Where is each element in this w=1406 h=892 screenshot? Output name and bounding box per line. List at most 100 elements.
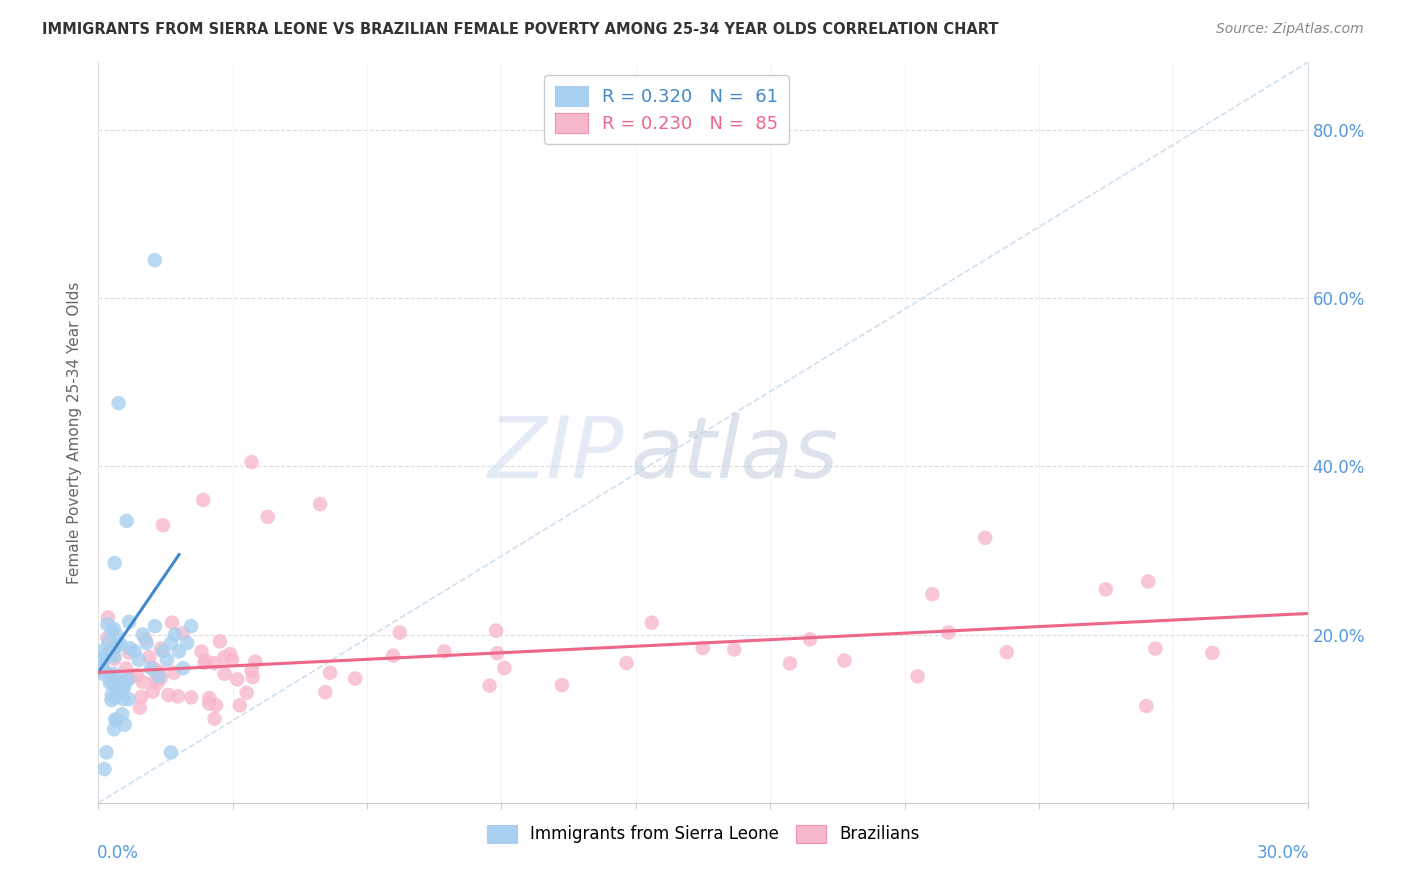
Point — [148, 670, 170, 684]
Point — [193, 656, 215, 670]
Point — [148, 665, 170, 679]
Point — [167, 644, 190, 658]
Point — [98, 647, 121, 661]
Point — [485, 624, 508, 638]
Point — [152, 518, 174, 533]
Text: Source: ZipAtlas.com: Source: ZipAtlas.com — [1216, 22, 1364, 37]
Legend: Immigrants from Sierra Leone, Brazilians: Immigrants from Sierra Leone, Brazilians — [479, 818, 927, 850]
Point — [163, 665, 186, 680]
Point — [723, 642, 745, 657]
Point — [198, 691, 221, 706]
Point — [344, 672, 367, 686]
Point — [117, 692, 139, 706]
Point — [101, 645, 124, 659]
Point — [1135, 699, 1157, 714]
Point — [172, 626, 194, 640]
Point — [214, 666, 236, 681]
Point — [103, 641, 125, 656]
Point — [118, 641, 141, 656]
Point — [163, 627, 186, 641]
Text: atlas: atlas — [630, 413, 838, 496]
Point — [125, 668, 148, 682]
Point — [90, 658, 112, 673]
Point — [118, 615, 141, 629]
Point — [388, 625, 411, 640]
Point — [107, 637, 129, 651]
Point — [107, 673, 129, 688]
Point — [128, 653, 150, 667]
Point — [104, 673, 127, 687]
Point — [97, 666, 120, 681]
Point — [105, 713, 128, 727]
Text: ZIP: ZIP — [488, 413, 624, 496]
Point — [974, 531, 997, 545]
Point — [104, 680, 127, 694]
Point — [309, 497, 332, 511]
Point — [551, 678, 574, 692]
Point — [214, 650, 236, 665]
Point — [128, 700, 150, 714]
Point — [142, 661, 165, 675]
Point — [139, 661, 162, 675]
Point — [91, 661, 114, 675]
Text: 0.0%: 0.0% — [97, 844, 139, 862]
Point — [478, 679, 501, 693]
Point — [319, 665, 342, 680]
Point — [176, 636, 198, 650]
Point — [138, 650, 160, 665]
Point — [160, 636, 183, 650]
Point — [433, 644, 456, 658]
Point — [107, 396, 129, 410]
Point — [242, 670, 264, 684]
Point — [132, 627, 155, 641]
Text: 30.0%: 30.0% — [1257, 844, 1309, 862]
Point — [834, 654, 856, 668]
Point — [103, 667, 125, 681]
Point — [1095, 582, 1118, 597]
Point — [107, 683, 129, 698]
Point — [156, 653, 179, 667]
Point — [180, 690, 202, 705]
Point — [103, 648, 125, 663]
Point — [240, 664, 263, 678]
Point — [193, 492, 215, 507]
Point — [98, 675, 121, 690]
Point — [143, 253, 166, 268]
Point — [314, 685, 336, 699]
Point — [101, 642, 124, 657]
Text: IMMIGRANTS FROM SIERRA LEONE VS BRAZILIAN FEMALE POVERTY AMONG 25-34 YEAR OLDS C: IMMIGRANTS FROM SIERRA LEONE VS BRAZILIA… — [42, 22, 998, 37]
Point — [132, 675, 155, 690]
Point — [486, 646, 509, 660]
Point — [202, 657, 225, 671]
Point — [995, 645, 1018, 659]
Point — [96, 631, 118, 645]
Point — [160, 615, 183, 630]
Point — [93, 664, 115, 678]
Point — [91, 666, 114, 681]
Point — [160, 745, 183, 759]
Point — [124, 644, 146, 658]
Point — [114, 717, 136, 731]
Point — [134, 632, 156, 646]
Point — [103, 556, 125, 570]
Point — [149, 671, 172, 685]
Point — [135, 636, 157, 650]
Point — [112, 680, 135, 694]
Point — [103, 622, 125, 636]
Point — [226, 673, 249, 687]
Point — [157, 688, 180, 702]
Point — [96, 648, 118, 662]
Point — [1137, 574, 1160, 589]
Point — [616, 656, 638, 670]
Point — [229, 698, 252, 713]
Point — [143, 619, 166, 633]
Point — [245, 655, 267, 669]
Point — [118, 646, 141, 660]
Point — [93, 663, 115, 677]
Point — [91, 654, 114, 668]
Point — [921, 587, 943, 601]
Point — [112, 680, 135, 694]
Point — [104, 690, 127, 705]
Point — [152, 644, 174, 658]
Point — [104, 712, 127, 726]
